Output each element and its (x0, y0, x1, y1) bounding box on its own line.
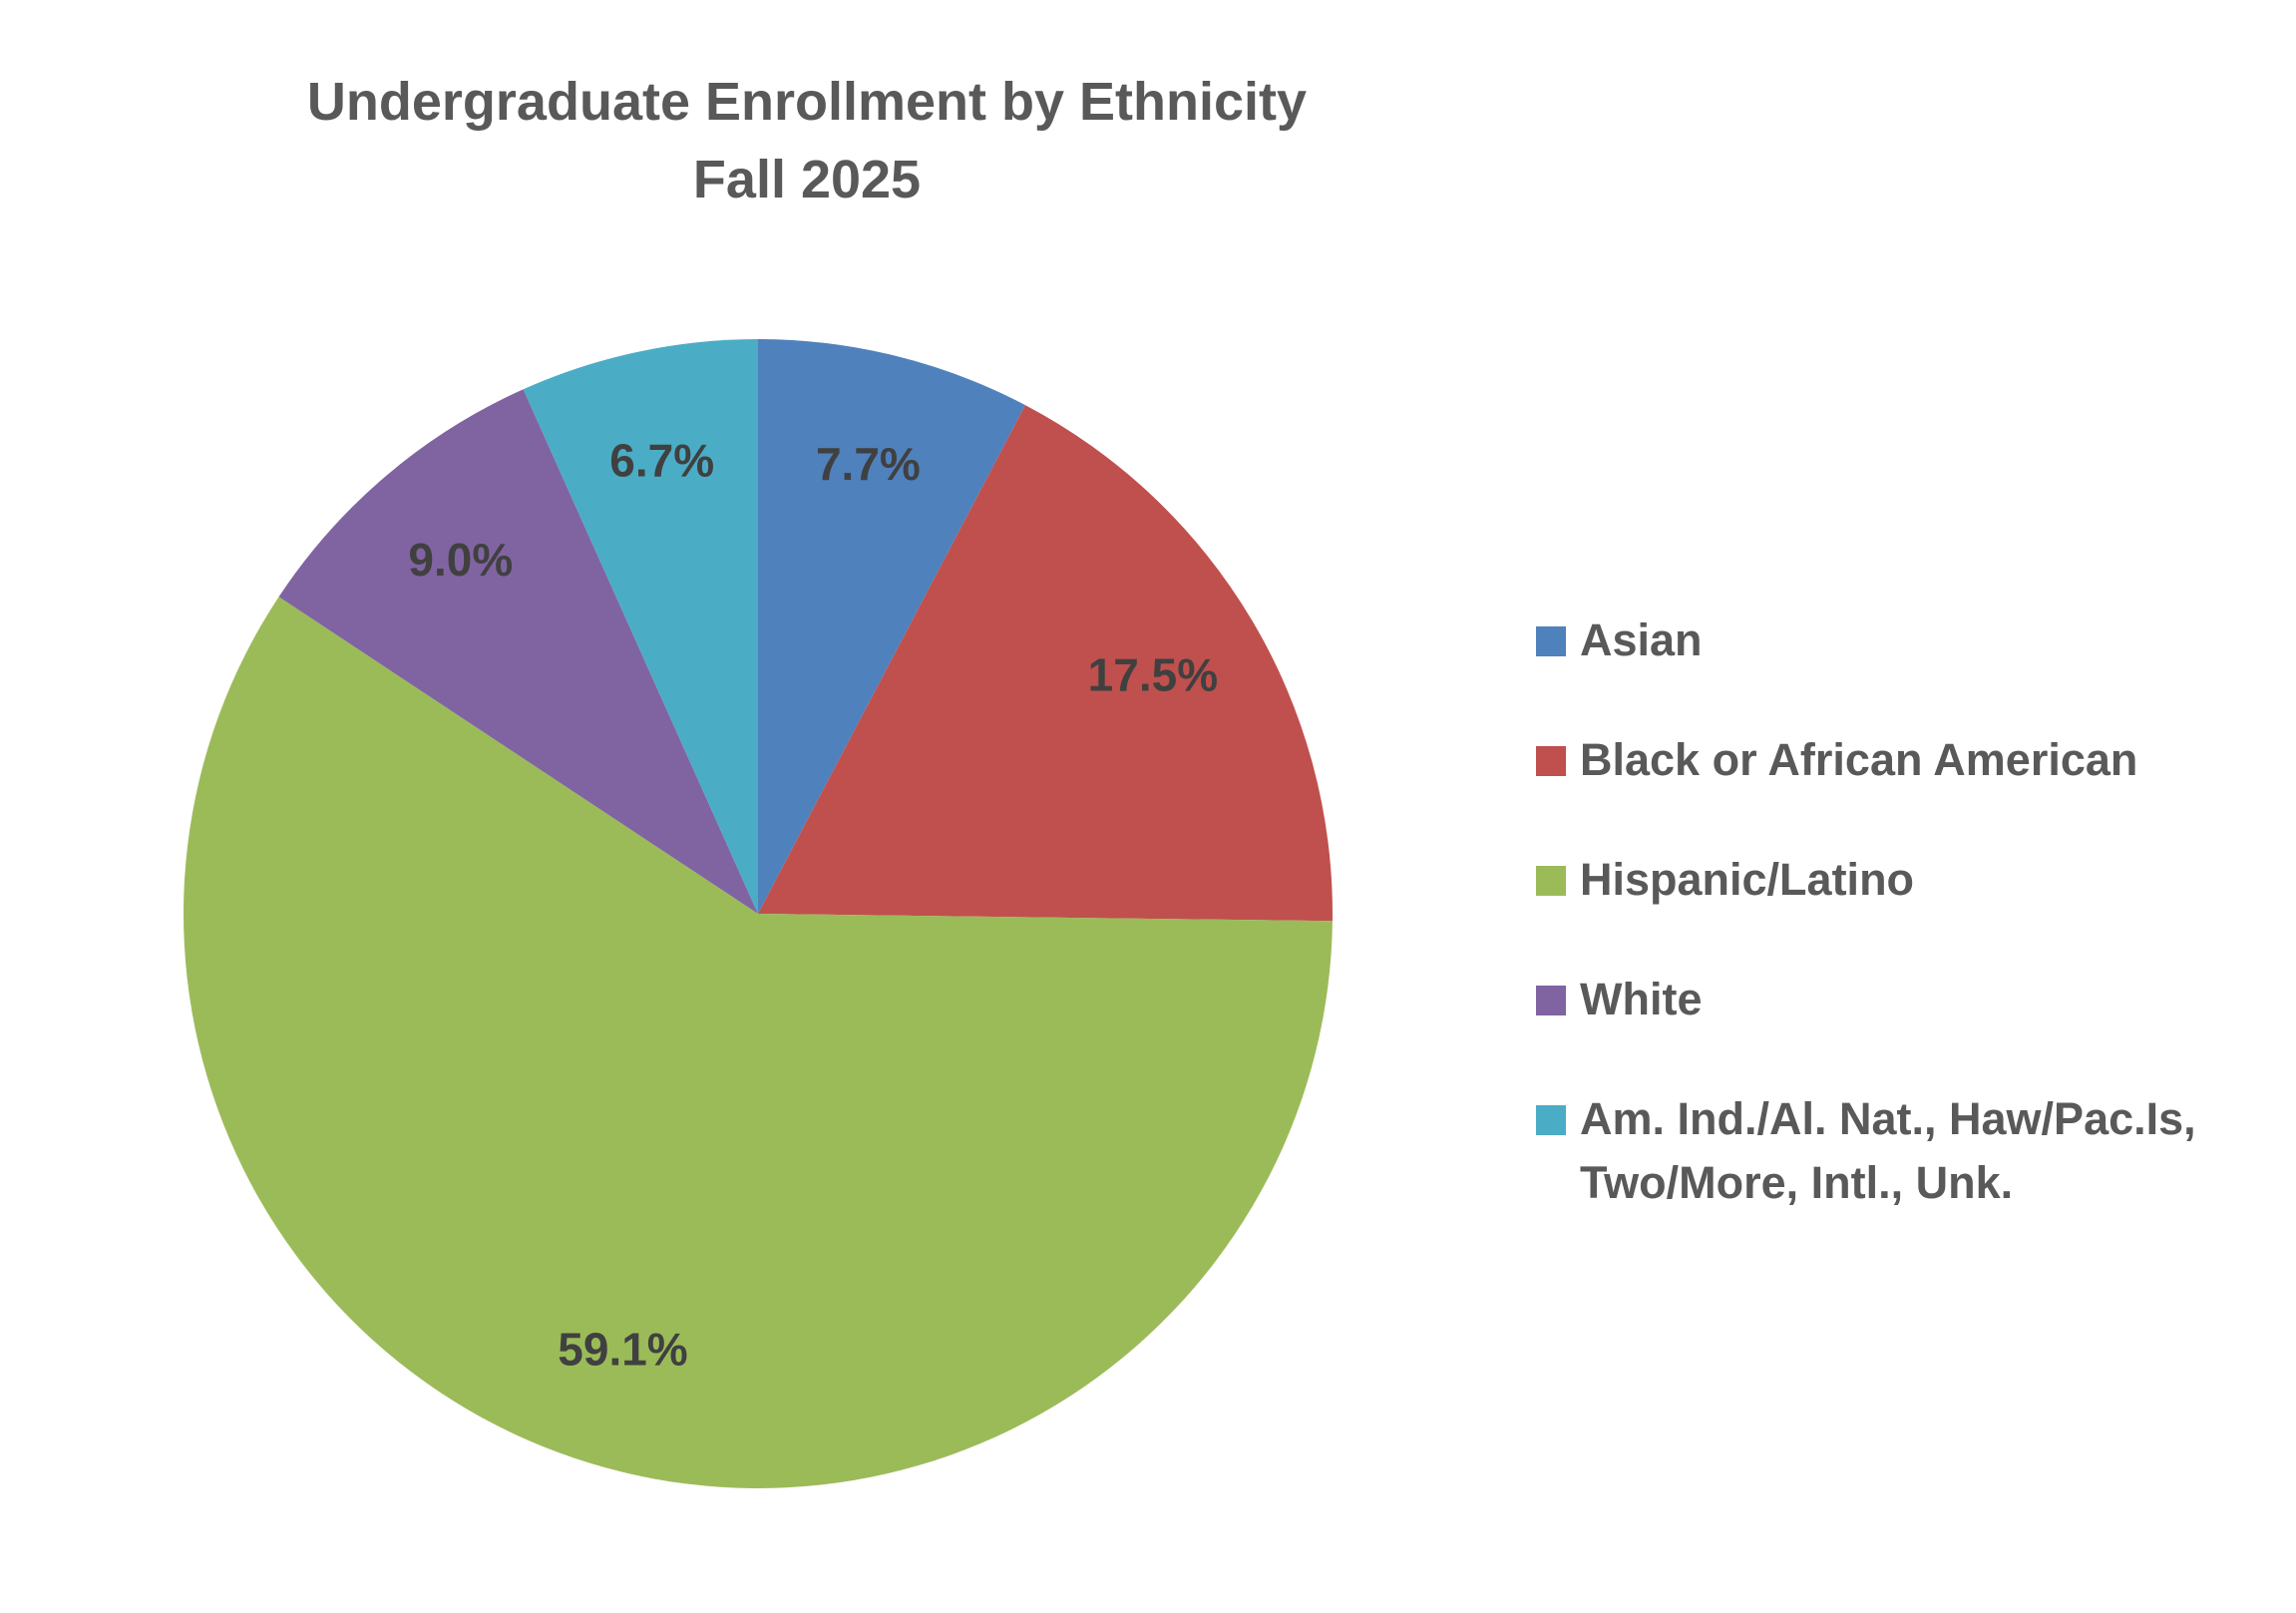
legend-item: White (1536, 968, 2274, 1031)
legend-label: Am. Ind./Al. Nat., Haw/Pac.Is, Two/More,… (1580, 1093, 2196, 1208)
legend: Asian Black or African American Hispanic/L… (1536, 608, 2274, 1271)
legend-swatch (1536, 626, 1566, 656)
legend-item: Am. Ind./Al. Nat., Haw/Pac.Is, Two/More,… (1536, 1087, 2274, 1215)
legend-item: Hispanic/Latino (1536, 848, 2274, 912)
pie-slice (184, 597, 1333, 1488)
chart-title: Undergraduate Enrollment by Ethnicity (307, 72, 1307, 132)
legend-item: Black or African American (1536, 728, 2274, 792)
legend-label: White (1580, 974, 1703, 1024)
slice-label: 6.7% (609, 435, 714, 487)
legend-swatch (1536, 986, 1566, 1015)
legend-swatch (1536, 746, 1566, 776)
pie-slice (758, 405, 1333, 922)
legend-swatch (1536, 1105, 1566, 1135)
pie-slice (523, 339, 758, 914)
chart-subtitle: Fall 2025 (693, 150, 921, 209)
slice-label: 17.5% (1088, 648, 1218, 700)
pie-slice (278, 389, 758, 914)
slice-label: 59.1% (558, 1324, 687, 1376)
slice-label: 7.7% (816, 438, 921, 490)
legend-item: Asian (1536, 608, 2274, 672)
legend-swatch (1536, 866, 1566, 896)
legend-label: Hispanic/Latino (1580, 854, 1915, 905)
legend-label: Asian (1580, 614, 1703, 665)
pie-slice (758, 339, 1025, 914)
legend-label: Black or African American (1580, 734, 2138, 785)
slice-label: 9.0% (408, 534, 513, 586)
